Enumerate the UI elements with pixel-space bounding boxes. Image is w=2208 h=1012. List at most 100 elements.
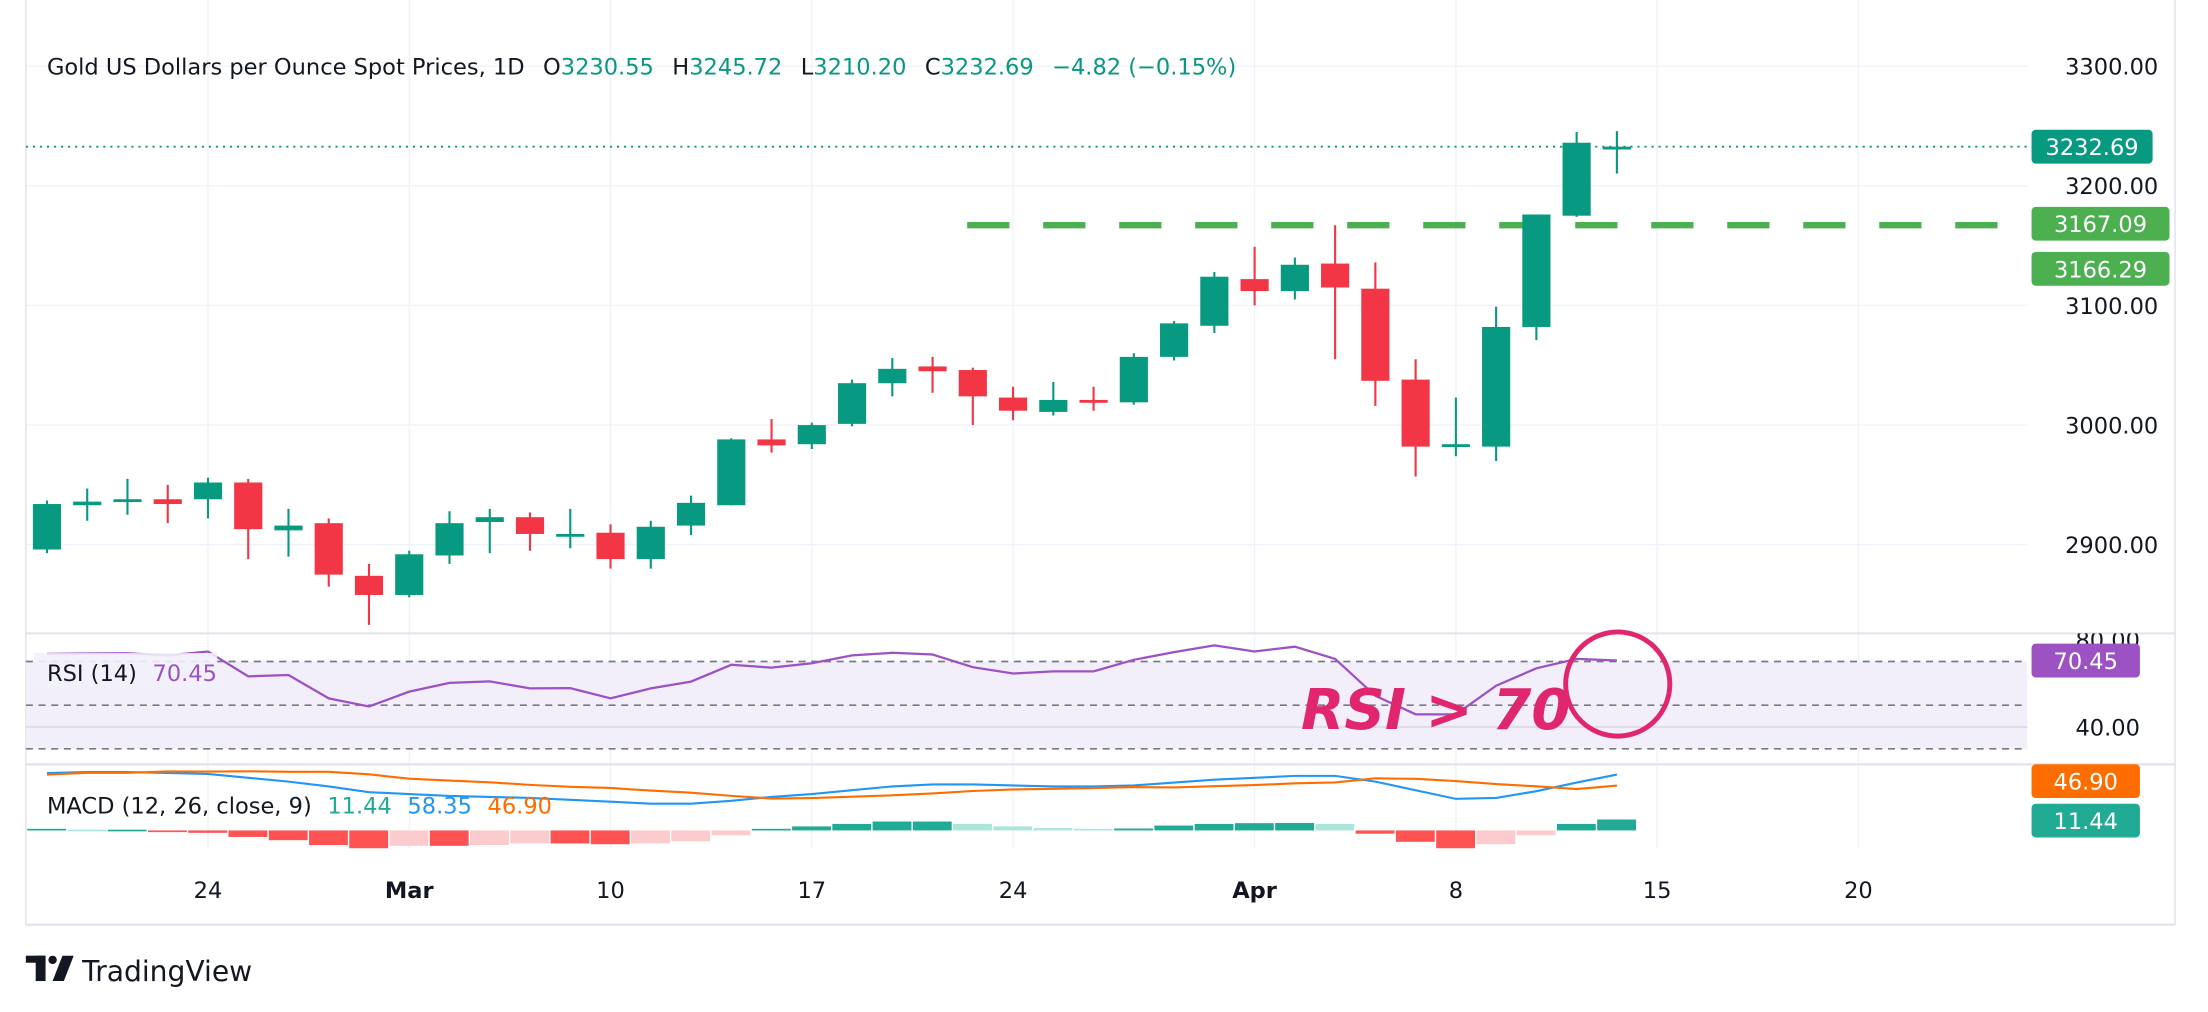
macd-histogram-bar xyxy=(550,830,590,844)
candle-bearish[interactable] xyxy=(515,512,545,551)
rsi-legend-label: RSI (14) xyxy=(47,661,137,687)
candle-body xyxy=(113,499,142,503)
candle-bearish[interactable] xyxy=(354,563,384,625)
candle-bullish[interactable] xyxy=(73,488,102,521)
candle-bullish[interactable] xyxy=(1562,131,1591,217)
macd-histogram-bar xyxy=(510,830,550,844)
candle-bullish[interactable] xyxy=(32,500,62,554)
macd-histogram-bar xyxy=(107,829,147,832)
macd-legend[interactable]: MACD (12, 26, close, 9) 11.44 58.35 46.9… xyxy=(47,794,552,820)
macd-histogram-bar xyxy=(590,830,630,845)
tradingview-logo-icon xyxy=(25,955,74,982)
candle-body xyxy=(556,533,585,537)
candle-bullish[interactable] xyxy=(475,508,504,554)
candle-bullish[interactable] xyxy=(1160,320,1189,361)
candle-bearish[interactable] xyxy=(1079,386,1108,411)
candle-bearish[interactable] xyxy=(918,356,947,393)
candle-bullish[interactable] xyxy=(676,495,706,536)
candle-bullish[interactable] xyxy=(1200,271,1229,333)
macd-histogram-bar xyxy=(1355,830,1395,834)
candle-bullish[interactable] xyxy=(556,508,585,549)
macd-histogram-bar xyxy=(268,830,308,841)
candle-bearish[interactable] xyxy=(1361,262,1390,406)
candle-body xyxy=(1200,276,1229,326)
candle-bullish[interactable] xyxy=(435,511,464,564)
candle-bullish[interactable] xyxy=(193,477,223,519)
level-tag-b-bg xyxy=(2031,251,2170,286)
candle-bearish[interactable] xyxy=(998,386,1028,421)
tradingview-wordmark: TradingView xyxy=(81,955,252,988)
rsi-line[interactable] xyxy=(46,644,1617,716)
candle-body xyxy=(193,482,223,500)
candle-bullish[interactable] xyxy=(636,520,665,569)
histogram-value-tag: 11.44 xyxy=(2031,803,2140,838)
candle-bearish[interactable] xyxy=(757,419,786,453)
macd-histogram-bar xyxy=(349,830,389,849)
price-axis-label: 3300.00 xyxy=(2065,55,2158,81)
rsi-legend[interactable]: RSI (14) 70.45 xyxy=(47,661,217,687)
high-label: H xyxy=(672,55,689,81)
macd-histogram-bar xyxy=(872,821,912,831)
candle-bearish[interactable] xyxy=(153,484,182,524)
candle-bullish[interactable] xyxy=(395,550,424,598)
rsi-legend-bg xyxy=(34,653,218,687)
candle-bearish[interactable] xyxy=(1321,225,1350,360)
candle-body xyxy=(1562,142,1591,216)
signal-line[interactable] xyxy=(46,770,1617,800)
macd-histogram-bar xyxy=(1033,828,1073,831)
candle-bullish[interactable] xyxy=(1039,381,1068,416)
candle-bearish[interactable] xyxy=(1401,359,1430,477)
level-tag-a-bg xyxy=(2031,206,2170,241)
close-label: C xyxy=(925,55,941,81)
candle-body xyxy=(1240,279,1269,292)
candle-bearish[interactable] xyxy=(1240,246,1269,306)
macd-pane[interactable] xyxy=(27,770,1637,849)
macd-histogram-bar xyxy=(188,830,228,833)
price-axis-label: 3200.00 xyxy=(2065,174,2158,200)
macd-histogram-bar xyxy=(1556,823,1596,831)
candle-bullish[interactable] xyxy=(1522,214,1551,341)
candle-bullish[interactable] xyxy=(113,478,142,515)
price-axis[interactable]: 3300.00 3200.00 3100.00 3000.00 2900.00 xyxy=(2065,55,2158,560)
candle-body xyxy=(797,425,826,445)
candle-bullish[interactable] xyxy=(1441,397,1470,457)
candle-bullish[interactable] xyxy=(1280,257,1309,300)
candle-bullish[interactable] xyxy=(274,508,303,557)
candle-bearish[interactable] xyxy=(958,367,987,426)
last-price-tag: 3232.69 xyxy=(2031,129,2153,164)
macd-histogram-bar xyxy=(470,830,509,846)
macd-histogram-bar xyxy=(389,830,429,846)
macd-histogram-bar xyxy=(1275,822,1315,831)
macd-histogram-bar xyxy=(309,830,348,846)
candle-bullish[interactable] xyxy=(797,422,826,449)
candle-bullish[interactable] xyxy=(1119,353,1148,405)
rsi-value-tag: 70.45 xyxy=(2031,643,2140,678)
candle-body xyxy=(1602,146,1631,150)
candle-bullish[interactable] xyxy=(1602,131,1631,174)
candle-bullish[interactable] xyxy=(1482,306,1511,461)
macd-histogram-bar xyxy=(1315,823,1355,831)
candle-bullish[interactable] xyxy=(837,379,867,427)
macd-line[interactable] xyxy=(46,770,1618,805)
candle-body xyxy=(73,501,102,506)
tradingview-logo[interactable]: TradingView xyxy=(25,955,252,988)
candle-bullish[interactable] xyxy=(878,358,907,397)
time-axis-label: Apr xyxy=(1232,878,1278,904)
macd-histogram-bar xyxy=(993,826,1033,831)
candle-body xyxy=(918,366,947,372)
candle-bearish[interactable] xyxy=(596,524,625,569)
candle-bullish[interactable] xyxy=(717,438,746,506)
candle-body xyxy=(636,526,665,560)
price-pane[interactable] xyxy=(25,131,2028,625)
macd-legend-macd: 58.35 xyxy=(407,794,471,820)
macd-histogram-bar xyxy=(912,821,952,831)
candle-body xyxy=(395,554,424,595)
rsi-value-tag-text: 70.45 xyxy=(2054,649,2118,675)
candle-bearish[interactable] xyxy=(234,478,263,560)
macd-histogram-bar xyxy=(711,830,751,836)
candle-bearish[interactable] xyxy=(314,518,343,587)
time-axis[interactable]: 24 Mar 10 17 24 Apr 8 15 20 xyxy=(194,878,1873,904)
candle-body xyxy=(837,383,867,424)
